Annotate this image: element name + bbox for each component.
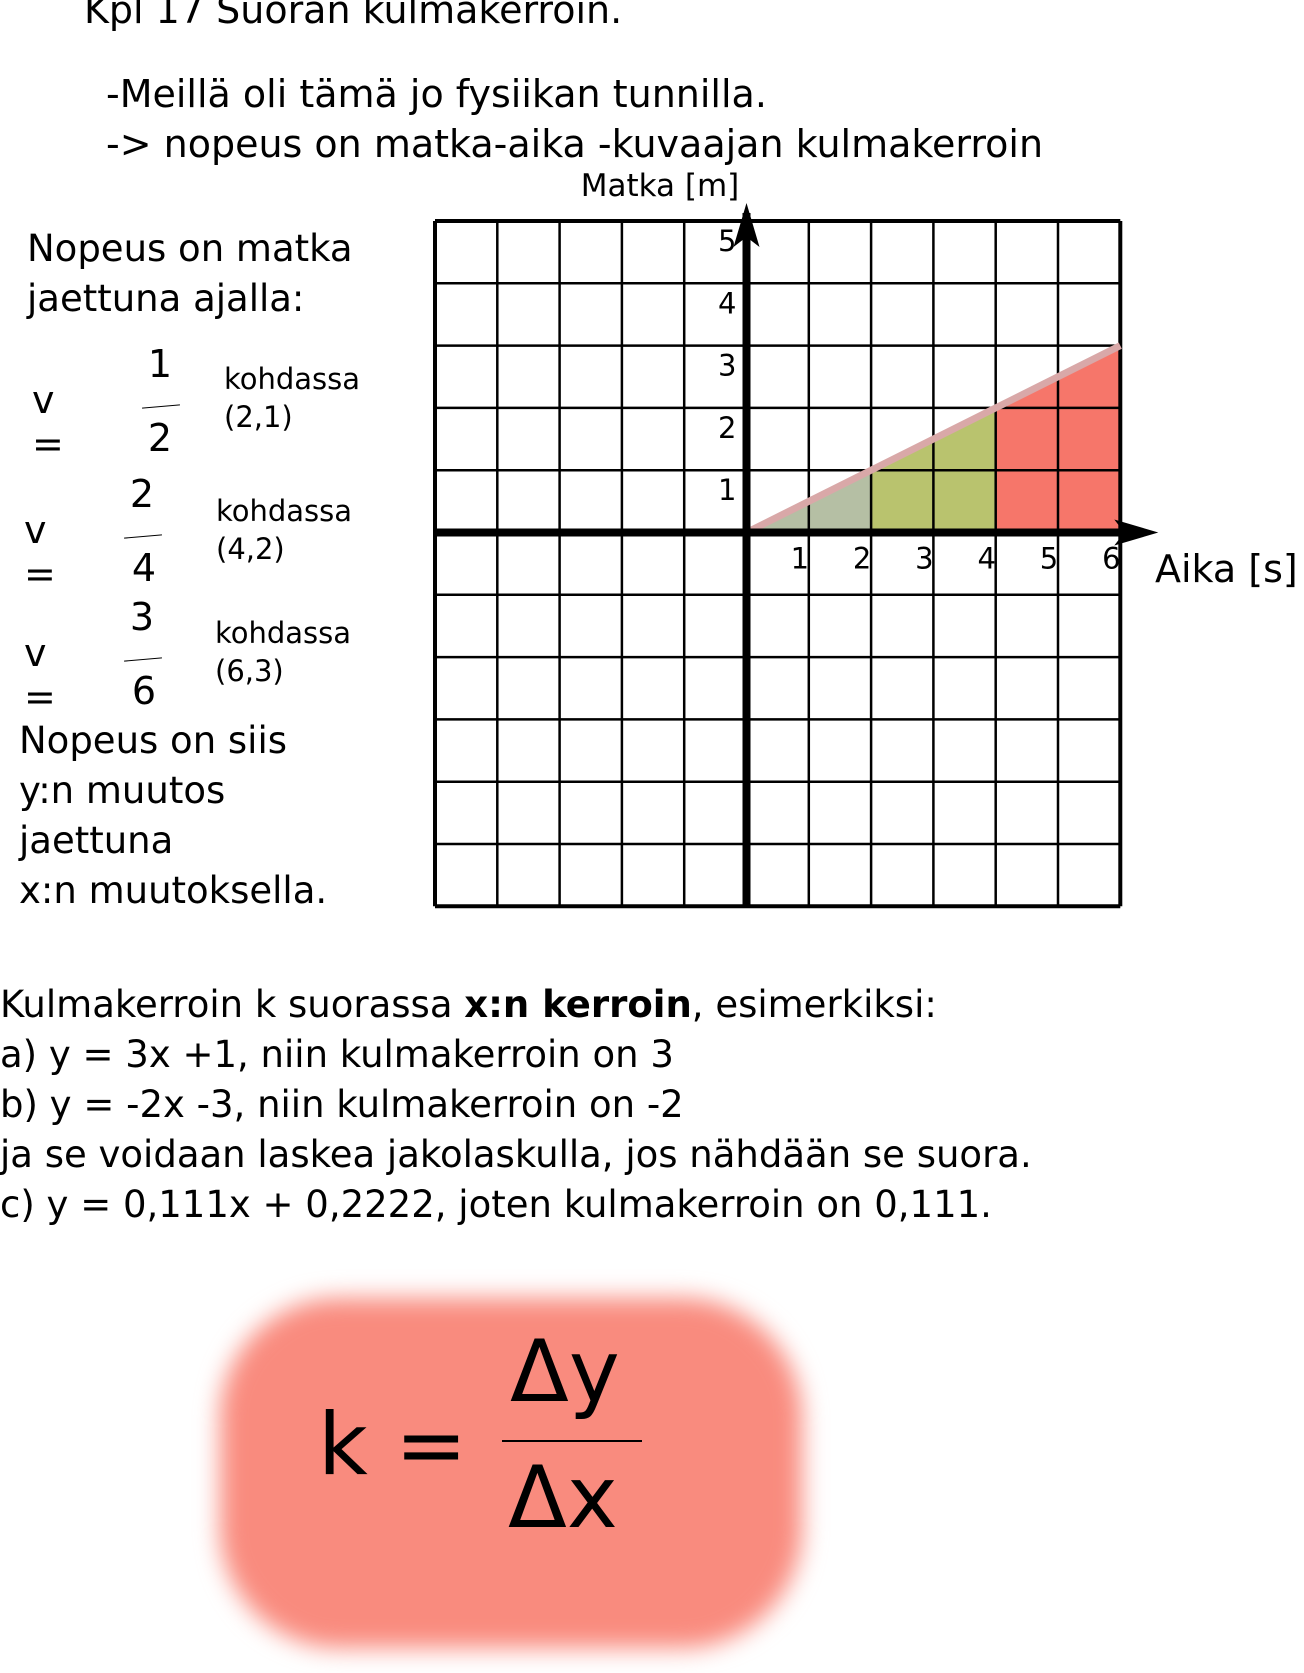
velocity-lhs: v = bbox=[24, 631, 56, 719]
intro-line-2: -> nopeus on matka-aika -kuvaajan kulmak… bbox=[106, 122, 1044, 166]
y-tick-label: 5 bbox=[718, 224, 736, 258]
y-tick-label: 1 bbox=[718, 473, 736, 507]
slope-line bbox=[744, 342, 1122, 536]
formula-fraction-bar bbox=[502, 1440, 642, 1442]
distance-time-chart: 1 2 3 4 5 6 1 2 3 4 5 Matka [m] Aika [s] bbox=[433, 168, 1298, 909]
rule-line: Kulmakerroin k suorassa x:n kerroin, esi… bbox=[0, 980, 1032, 1030]
conclusion: Nopeus on siis y:n muutos jaettuna x:n m… bbox=[19, 716, 327, 916]
velocity-numerator: 3 bbox=[129, 595, 155, 639]
formula-lhs: k = bbox=[318, 1395, 468, 1495]
formula-highlight bbox=[220, 1298, 802, 1648]
point-note-label: kohdassa bbox=[224, 362, 361, 396]
x-axis-arrow-icon bbox=[1114, 519, 1159, 546]
point-note-2: kohdassa (4,2) bbox=[216, 492, 352, 568]
conclusion-line-1: Nopeus on siis bbox=[19, 719, 288, 762]
conclusion-line-4: x:n muutoksella. bbox=[19, 869, 328, 912]
page-title: Kpl 17 Suoran kulmakerroin. bbox=[84, 0, 623, 32]
x-tick-label: 3 bbox=[915, 542, 933, 576]
rule-tail: , esimerkiksi: bbox=[691, 983, 937, 1026]
x-tick-label: 4 bbox=[977, 542, 995, 576]
tick-labels: 1 2 3 4 5 6 1 2 3 4 5 bbox=[718, 224, 1120, 576]
example-a: a) y = 3x +1, niin kulmakerroin on 3 bbox=[0, 1033, 674, 1076]
example-note: ja se voidaan laskea jakolaskulla, jos n… bbox=[0, 1133, 1032, 1176]
x-tick-label: 2 bbox=[853, 542, 871, 576]
point-note-1: kohdassa (2,1) bbox=[224, 360, 360, 436]
side-heading: Nopeus on matka jaettuna ajalla: bbox=[27, 224, 353, 324]
velocity-numerator: 2 bbox=[129, 472, 155, 516]
conclusion-line-3: jaettuna bbox=[19, 819, 174, 862]
slope-explanation: Kulmakerroin k suorassa x:n kerroin, esi… bbox=[0, 980, 1032, 1230]
side-heading-line-1: Nopeus on matka bbox=[27, 227, 353, 270]
velocity-denominator: 2 bbox=[147, 416, 173, 460]
velocity-denominator: 4 bbox=[131, 546, 157, 590]
velocity-lhs: v = bbox=[32, 378, 64, 466]
point-note-label: kohdassa bbox=[216, 494, 353, 528]
rule-bold: x:n kerroin bbox=[464, 983, 692, 1026]
intro-line-1: -Meillä oli tämä jo fysiikan tunnilla. bbox=[106, 72, 767, 116]
y-tick-label: 3 bbox=[718, 349, 736, 383]
point-note-coords: (6,3) bbox=[215, 654, 284, 688]
side-heading-line-2: jaettuna ajalla: bbox=[27, 277, 305, 320]
grid bbox=[433, 219, 1123, 909]
y-tick-label: 4 bbox=[718, 286, 736, 320]
point-note-3: kohdassa (6,3) bbox=[215, 614, 351, 690]
formula-numerator: Δy bbox=[510, 1322, 620, 1422]
x-tick-label: 5 bbox=[1040, 542, 1058, 576]
point-note-label: kohdassa bbox=[215, 616, 352, 650]
velocity-lhs: v = bbox=[24, 508, 56, 596]
example-b: b) y = -2x -3, niin kulmakerroin on -2 bbox=[0, 1083, 684, 1126]
y-axis-arrow-icon bbox=[733, 203, 760, 247]
y-tick-label: 2 bbox=[718, 411, 736, 445]
x-axis-label: Aika [s] bbox=[1155, 547, 1298, 591]
formula-denominator: Δx bbox=[508, 1448, 618, 1548]
velocity-denominator: 6 bbox=[131, 669, 157, 713]
x-tick-label: 6 bbox=[1102, 542, 1120, 576]
rule-intro: Kulmakerroin k suorassa bbox=[0, 983, 465, 1026]
example-c: c) y = 0,111x + 0,2222, joten kulmakerro… bbox=[0, 1183, 992, 1226]
axes bbox=[435, 203, 1159, 907]
y-axis-label: Matka [m] bbox=[581, 168, 740, 204]
point-note-coords: (4,2) bbox=[216, 532, 285, 566]
velocity-numerator: 1 bbox=[147, 342, 173, 386]
x-tick-label: 1 bbox=[791, 542, 809, 576]
point-note-coords: (2,1) bbox=[224, 400, 293, 434]
conclusion-line-2: y:n muutos bbox=[19, 769, 226, 812]
